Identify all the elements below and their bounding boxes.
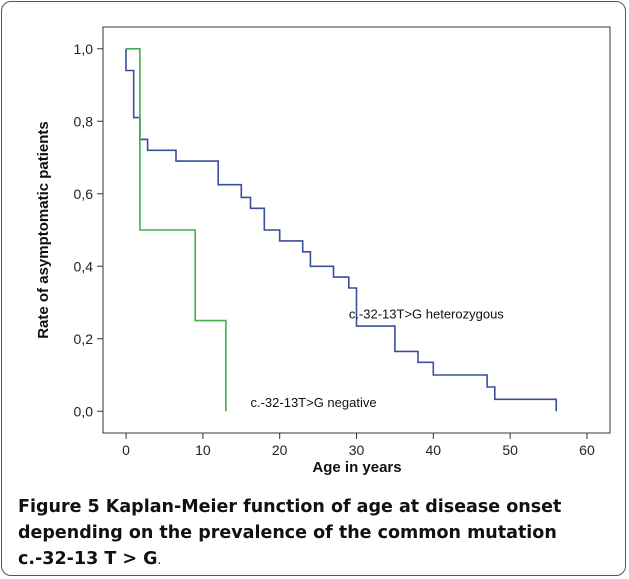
series-labels: c.-32-13T>G heterozygous c.-32-13T>G nega… <box>250 306 504 410</box>
series-label-0: c.-32-13T>G heterozygous <box>349 306 504 321</box>
y-tick-label: 1,0 <box>74 41 94 57</box>
x-tick-label: 50 <box>502 442 518 458</box>
y-tick-label: 0,4 <box>74 258 94 274</box>
x-tick-label: 0 <box>122 442 130 458</box>
y-axis-label: Rate of asymptomatic patients <box>35 121 52 339</box>
x-tick-label: 10 <box>195 442 211 458</box>
caption-text: Kaplan-Meier function of age at disease … <box>18 497 562 569</box>
y-tick-label: 0,0 <box>74 403 94 419</box>
series-lines <box>125 48 557 412</box>
y-tick-label: 0,2 <box>74 331 94 347</box>
x-axis-label: Age in years <box>312 459 401 476</box>
x-tick-label: 60 <box>579 442 595 458</box>
kaplan-meier-chart: 0 10 20 30 40 50 60 0,0 0,2 0,4 0,6 0,8 1,0 c.-32-13… <box>35 26 611 476</box>
caption-end: . <box>157 553 162 567</box>
figure-caption: Figure 5 Kaplan-Meier function of age at… <box>18 494 610 573</box>
series-line-0 <box>125 48 557 412</box>
x-tick-label: 30 <box>349 442 365 458</box>
y-tick-label: 0,6 <box>74 186 94 202</box>
y-tick-label: 0,8 <box>74 113 94 129</box>
series-label-1: c.-32-13T>G negative <box>250 395 376 410</box>
series-line-1 <box>126 48 227 412</box>
axes: 0 10 20 30 40 50 60 0,0 0,2 0,4 0,6 0,8 1,0 <box>74 41 595 458</box>
caption-label: Figure 5 <box>18 497 100 517</box>
x-tick-label: 40 <box>426 442 442 458</box>
x-tick-label: 20 <box>272 442 288 458</box>
